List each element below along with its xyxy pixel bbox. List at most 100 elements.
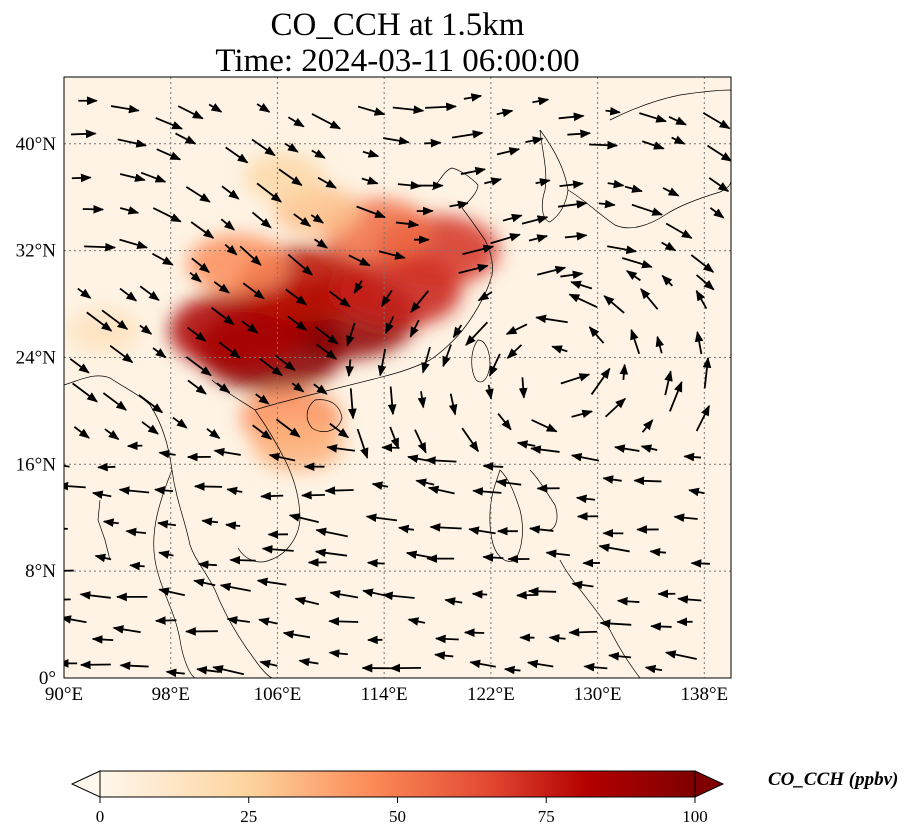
wind-arrow — [152, 207, 182, 223]
wind-arrow — [152, 347, 167, 359]
wind-arrow — [275, 418, 301, 438]
wind-arrow — [706, 144, 731, 162]
wind-arrow — [139, 285, 160, 301]
wind-arrow — [527, 586, 557, 596]
wind-arrow — [172, 416, 188, 429]
wind-arrow — [79, 591, 111, 600]
wind-arrow — [497, 413, 512, 431]
wind-arrow — [557, 200, 588, 209]
wind-arrow — [503, 665, 521, 675]
map-title-time: Time: 2024-03-11 06:00:00 — [215, 43, 580, 79]
wind-arrow — [708, 177, 730, 192]
wind-arrow — [346, 322, 356, 347]
wind-arrow — [462, 244, 495, 256]
wind-arrow — [242, 282, 265, 300]
colorbar-tick-label: 75 — [538, 807, 555, 826]
wind-arrow — [315, 527, 348, 538]
lon-tick-label: 90°E — [45, 684, 83, 705]
wind-arrow — [571, 409, 594, 419]
wind-arrow — [357, 105, 386, 116]
wind-arrow — [119, 173, 146, 182]
wind-arrow — [468, 526, 496, 535]
wind-arrow — [84, 242, 117, 252]
wind-arrow — [383, 136, 410, 146]
wind-arrow — [110, 104, 140, 114]
wind-arrow — [119, 287, 138, 302]
wind-arrow — [201, 517, 219, 526]
wind-arrow — [378, 250, 406, 260]
wind-arrow — [94, 553, 112, 563]
wind-arrow — [570, 453, 600, 462]
wind-arrow — [73, 426, 90, 439]
wind-arrow — [119, 661, 149, 671]
wind-arrow — [185, 186, 211, 203]
wind-arrow — [709, 207, 725, 219]
wind-arrow — [695, 274, 715, 291]
wind-arrow — [407, 617, 426, 626]
colorbar-extend-max — [694, 770, 725, 798]
wind-arrow — [187, 379, 207, 395]
map-title-variable: CO_CCH at 1.5km — [270, 7, 525, 43]
wind-arrow — [252, 424, 273, 440]
wind-arrow — [604, 397, 626, 418]
colorbar-gradient — [100, 771, 695, 797]
wind-arrow — [690, 254, 715, 273]
wind-arrow — [226, 486, 243, 496]
wind-arrow — [353, 280, 364, 294]
wind-arrow — [118, 486, 150, 495]
wind-arrow — [208, 103, 223, 113]
wind-arrow — [521, 215, 549, 225]
wind-arrow — [640, 444, 658, 453]
co-plume-blob — [187, 234, 288, 294]
wind-arrow — [655, 335, 665, 354]
wind-arrow — [690, 559, 710, 568]
wind-arrow — [449, 200, 469, 210]
wind-arrow — [695, 289, 708, 309]
wind-arrow — [397, 524, 415, 534]
wind-arrow — [688, 487, 705, 497]
wind-arrow — [434, 651, 454, 660]
wind-arrow — [429, 523, 462, 532]
map-frame — [63, 76, 732, 679]
wind-arrow — [640, 288, 659, 310]
wind-arrow — [154, 616, 177, 625]
wind-arrow — [414, 429, 427, 454]
wind-arrow — [661, 241, 677, 252]
wind-arrow — [365, 513, 398, 523]
wind-arrow — [311, 149, 326, 159]
wind-arrow — [472, 487, 502, 496]
wind-arrow — [348, 388, 357, 420]
wind-arrow — [567, 129, 592, 139]
wind-arrow — [226, 616, 250, 625]
wind-arrow — [69, 358, 90, 374]
wind-arrow — [140, 171, 167, 183]
wind-arrow — [158, 550, 174, 559]
wind-arrow — [366, 558, 385, 568]
wind-arrow — [138, 394, 164, 414]
wind-arrow — [225, 146, 249, 164]
wind-arrow — [225, 521, 241, 530]
wind-arrow — [528, 234, 549, 243]
wind-arrow — [463, 628, 485, 638]
wind-arrow — [461, 427, 479, 453]
wind-arrow — [125, 527, 147, 537]
lon-tick-labels: 90°E 98°E 106°E 114°E 122°E 130°E 138°E — [45, 684, 728, 705]
wind-arrow — [298, 657, 319, 667]
wind-arrow — [616, 597, 640, 606]
wind-arrow — [598, 543, 630, 553]
wind-arrow — [71, 173, 92, 183]
wind-arrow — [313, 383, 328, 395]
colorbar: 0 25 50 75 100 — [70, 770, 725, 826]
wind-arrow — [495, 478, 522, 488]
co-plume-blob — [67, 309, 141, 353]
wind-arrow — [155, 117, 183, 130]
wind-arrow — [256, 577, 287, 587]
wind-arrow — [314, 326, 339, 345]
wind-arrow — [64, 598, 71, 601]
wind-arrow — [571, 580, 594, 590]
wind-arrow — [613, 444, 640, 453]
wind-arrow — [187, 326, 207, 342]
wind-arrow — [421, 346, 431, 374]
wind-arrow — [259, 659, 278, 669]
